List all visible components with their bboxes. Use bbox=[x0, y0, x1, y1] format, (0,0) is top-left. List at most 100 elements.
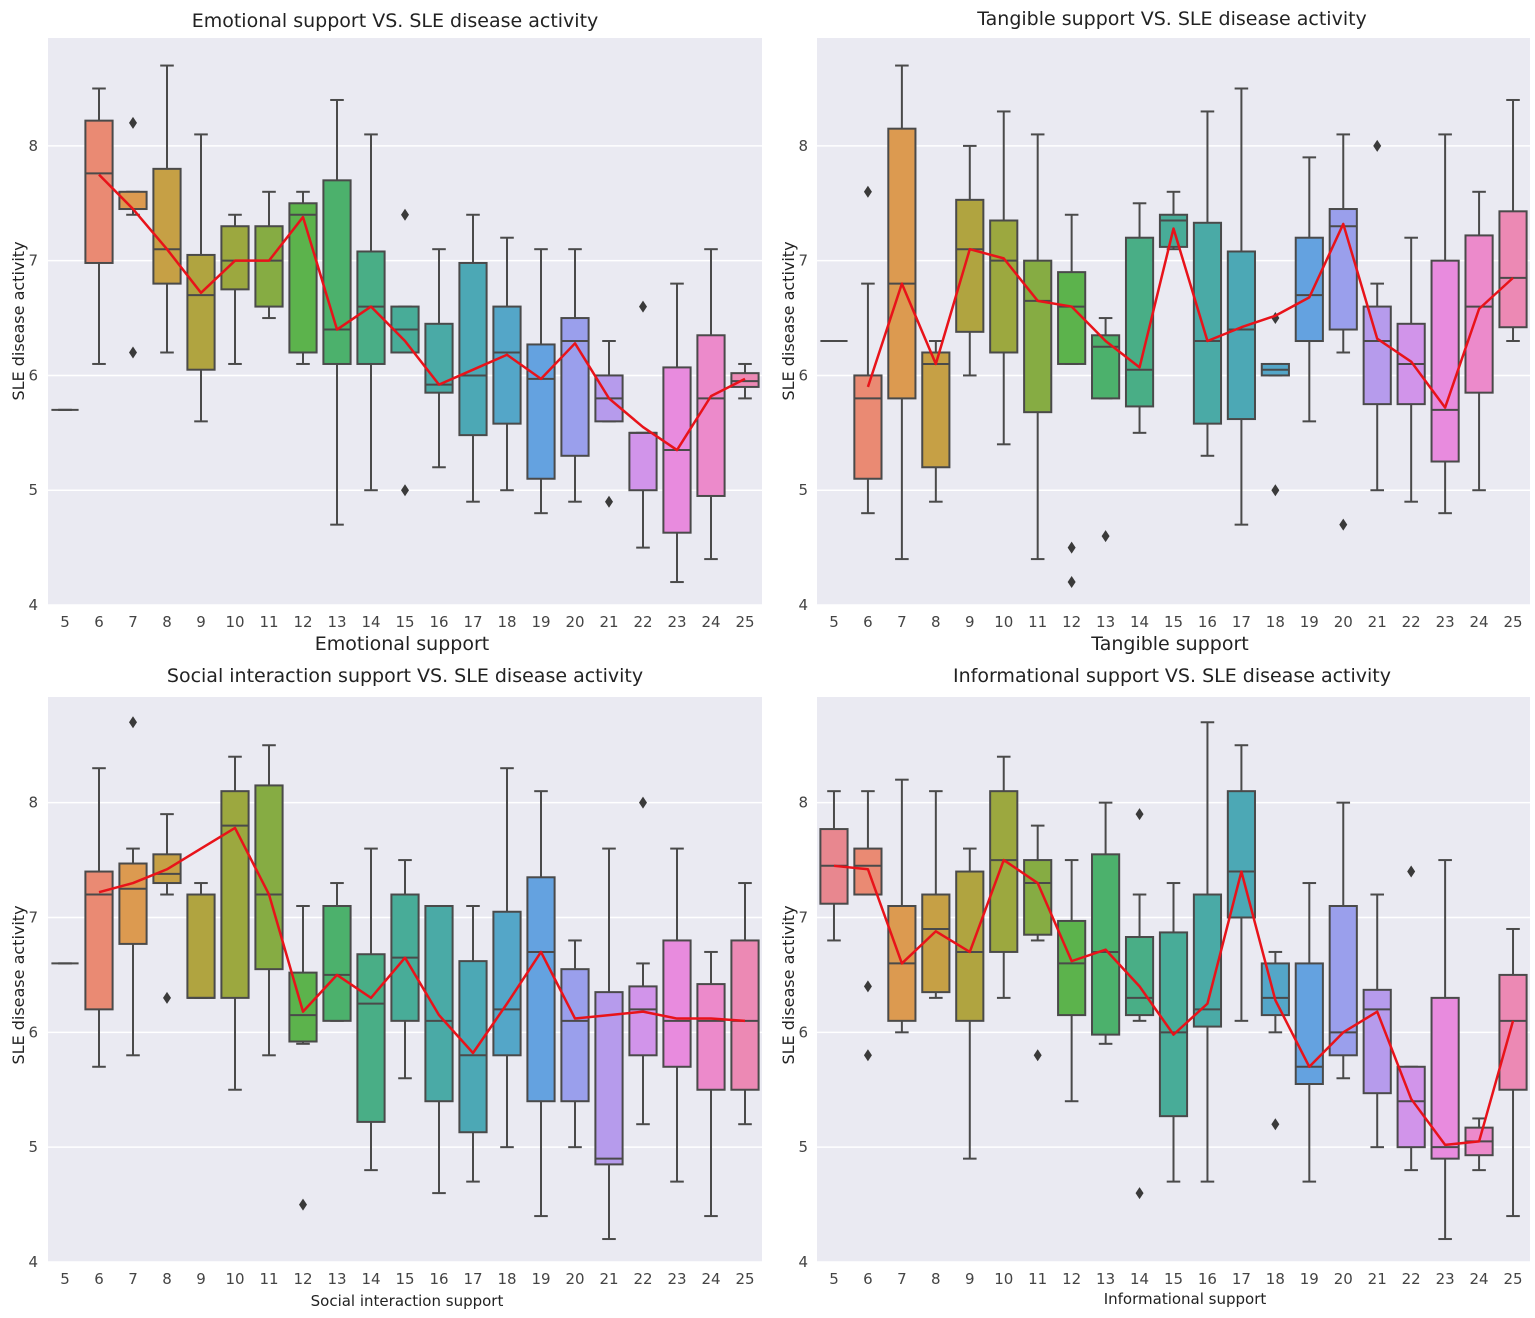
x-tick-label: 19 bbox=[1300, 1270, 1319, 1288]
y-axis-label: SLE disease activity bbox=[779, 241, 798, 400]
y-tick-label: 8 bbox=[798, 794, 808, 812]
y-tick-label: 8 bbox=[798, 137, 808, 155]
y-tick-label: 5 bbox=[798, 1138, 808, 1156]
outlier-point bbox=[401, 484, 409, 497]
box-22 bbox=[1396, 1065, 1426, 1172]
box-14 bbox=[356, 847, 386, 1172]
x-tick-label: 9 bbox=[196, 1270, 206, 1288]
box-21 bbox=[1362, 282, 1392, 492]
x-tick-label: 10 bbox=[225, 613, 244, 631]
box-17 bbox=[1226, 87, 1256, 526]
box-6 bbox=[853, 790, 883, 896]
x-tick-label: 23 bbox=[1436, 1270, 1455, 1288]
box-body bbox=[458, 960, 488, 1134]
box-body bbox=[356, 953, 386, 1123]
x-tick-label: 12 bbox=[293, 1270, 312, 1288]
box-body bbox=[1091, 853, 1121, 1036]
x-tick-label: 20 bbox=[565, 613, 584, 631]
box-14 bbox=[1124, 202, 1155, 434]
box-25 bbox=[1498, 927, 1528, 1218]
box-body bbox=[887, 127, 917, 400]
box-13 bbox=[1091, 801, 1121, 1045]
x-tick-label: 6 bbox=[863, 613, 873, 631]
box-15 bbox=[390, 305, 420, 354]
box-body bbox=[424, 905, 454, 1103]
outlier-point bbox=[1135, 808, 1144, 821]
x-tick-label: 7 bbox=[897, 613, 907, 631]
box-body bbox=[1260, 962, 1290, 1017]
box-body bbox=[186, 893, 216, 999]
x-tick-label: 19 bbox=[531, 613, 550, 631]
x-tick-label: 11 bbox=[1028, 613, 1047, 631]
x-tick-label: 15 bbox=[395, 613, 414, 631]
x-tick-label: 9 bbox=[965, 1270, 975, 1288]
x-tick-label: 6 bbox=[94, 1270, 104, 1288]
mean-line bbox=[833, 858, 1515, 1147]
x-tick-label: 16 bbox=[1198, 613, 1217, 631]
x-tick-label: 22 bbox=[633, 613, 652, 631]
box-13 bbox=[322, 98, 352, 526]
box-body bbox=[1226, 790, 1256, 919]
x-tick-label: 18 bbox=[1266, 613, 1285, 631]
x-tick-label: 9 bbox=[196, 613, 206, 631]
x-tick-label: 5 bbox=[60, 1270, 70, 1288]
box-body bbox=[152, 167, 182, 285]
box-21 bbox=[594, 847, 624, 1241]
box-9 bbox=[186, 882, 216, 999]
x-tick-label: 24 bbox=[701, 613, 720, 631]
x-tick-label: 23 bbox=[667, 1270, 686, 1288]
plot-background bbox=[817, 38, 1530, 605]
outlier-point bbox=[863, 980, 872, 993]
y-tick-label: 4 bbox=[798, 1253, 808, 1271]
chart-title: Social interaction support VS. SLE disea… bbox=[167, 665, 643, 687]
box-17 bbox=[458, 905, 488, 1183]
x-tick-label: 16 bbox=[429, 613, 448, 631]
x-tick-label: 19 bbox=[531, 1270, 550, 1288]
outlier-point bbox=[1067, 541, 1076, 554]
box-body bbox=[186, 253, 216, 371]
box-9 bbox=[186, 133, 216, 423]
box-body bbox=[1328, 208, 1358, 331]
x-tick-label: 21 bbox=[1368, 1270, 1387, 1288]
box-body bbox=[84, 119, 114, 264]
box-body bbox=[1430, 259, 1460, 463]
box-17 bbox=[458, 213, 488, 503]
box-body bbox=[492, 305, 522, 425]
x-tick-label: 17 bbox=[463, 613, 482, 631]
y-tick-label: 4 bbox=[28, 596, 38, 614]
x-tick-label: 24 bbox=[701, 1270, 720, 1288]
box-body bbox=[628, 985, 658, 1057]
outlier-point bbox=[129, 116, 137, 129]
x-tick-label: 14 bbox=[1130, 1270, 1149, 1288]
outlier-point bbox=[1067, 576, 1076, 589]
y-tick-label: 6 bbox=[28, 1023, 38, 1041]
x-tick-label: 6 bbox=[863, 1270, 873, 1288]
outlier-point bbox=[1339, 518, 1348, 531]
box-body bbox=[921, 351, 951, 469]
x-tick-label: 13 bbox=[327, 613, 346, 631]
x-tick-label: 23 bbox=[667, 613, 686, 631]
x-tick-label: 17 bbox=[1232, 1270, 1251, 1288]
box-10 bbox=[989, 110, 1019, 446]
box-18 bbox=[1260, 362, 1290, 377]
box-body bbox=[989, 219, 1019, 354]
mean-line bbox=[98, 173, 746, 452]
box-19 bbox=[1294, 882, 1324, 1183]
x-axis-label: Informational support bbox=[1104, 1290, 1267, 1308]
box-11 bbox=[254, 190, 284, 320]
x-tick-label: 20 bbox=[1334, 1270, 1353, 1288]
x-tick-label: 17 bbox=[1232, 613, 1251, 631]
box-body bbox=[1294, 236, 1324, 343]
box-body bbox=[1430, 996, 1460, 1160]
x-axis-label: Tangible support bbox=[1090, 633, 1249, 655]
y-tick-label: 6 bbox=[28, 366, 38, 384]
x-tick-label: 10 bbox=[994, 1270, 1013, 1288]
box-11 bbox=[1023, 824, 1053, 942]
box-10 bbox=[220, 755, 250, 1091]
y-tick-label: 7 bbox=[28, 252, 38, 270]
box-body bbox=[730, 939, 760, 1091]
box-body bbox=[1023, 859, 1053, 936]
box-body bbox=[1057, 271, 1087, 365]
y-axis-label: SLE disease activity bbox=[9, 241, 28, 400]
